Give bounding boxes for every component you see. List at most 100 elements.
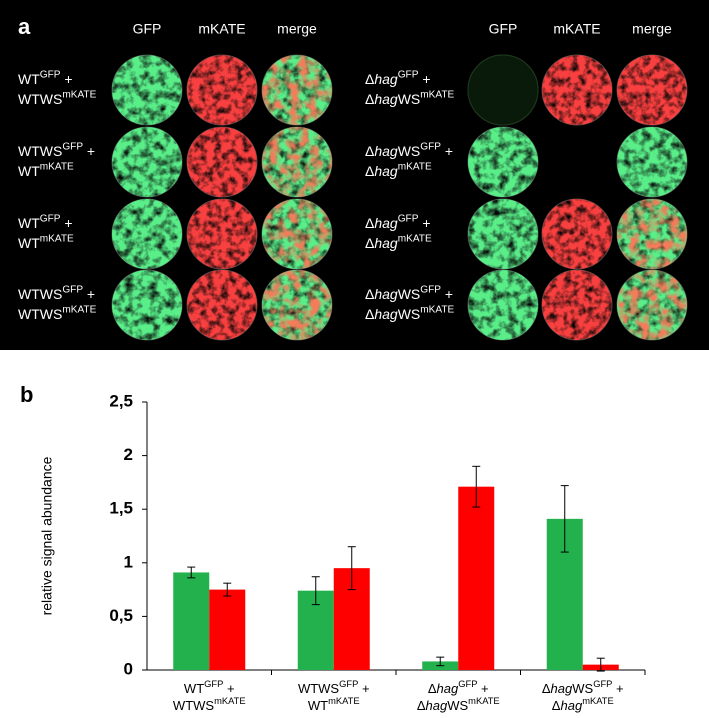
- label-segment: hag: [437, 681, 459, 696]
- label-segment: mKATE: [582, 697, 614, 707]
- well-image: [617, 199, 687, 269]
- row-label: WTGFP +: [18, 213, 73, 230]
- label-segment: WT: [184, 681, 204, 696]
- bar: [458, 486, 495, 670]
- y-tick-label: 1,5: [109, 499, 133, 518]
- label-segment: WS: [398, 286, 421, 302]
- row-label: ΔhagWSmKATE: [365, 89, 455, 106]
- x-tick-label: ΔhagWSGFP +: [542, 680, 624, 697]
- well-image: [468, 127, 538, 197]
- column-header: GFP: [133, 21, 162, 37]
- label-segment: Δ: [365, 163, 374, 179]
- column-header: mKATE: [198, 21, 245, 37]
- label-segment: +: [477, 681, 488, 696]
- row-label: ΔhagWSGFP +: [365, 284, 453, 301]
- label-segment: WS: [447, 698, 468, 713]
- x-tick-label: WTWSmKATE: [173, 697, 246, 713]
- label-segment: mKATE: [40, 233, 74, 244]
- label-segment: Δ: [365, 71, 374, 87]
- y-tick-label: 0,5: [109, 606, 133, 625]
- label-segment: Δ: [365, 306, 374, 322]
- label-segment: GFP: [398, 213, 419, 224]
- well-image: [112, 127, 182, 197]
- well-image: [187, 270, 257, 340]
- label-segment: +: [83, 143, 95, 159]
- label-segment: WT: [308, 698, 328, 713]
- label-segment: WT: [18, 163, 40, 179]
- column-header: merge: [277, 21, 317, 37]
- label-segment: hag: [374, 91, 398, 107]
- row-label: ΔhagGFP +: [365, 69, 431, 86]
- well-image: [187, 127, 257, 197]
- label-segment: WS: [398, 91, 421, 107]
- well-image: [468, 270, 538, 340]
- well-image: [112, 199, 182, 269]
- row-label: ΔhagWSmKATE: [365, 304, 455, 321]
- label-segment: WTWS: [298, 681, 339, 696]
- label-segment: hag: [426, 698, 448, 713]
- y-tick-label: 2: [124, 445, 133, 464]
- x-tick-label: WTWSGFP +: [298, 680, 370, 697]
- row-label: WTWSmKATE: [18, 304, 97, 321]
- label-segment: +: [223, 681, 234, 696]
- well-image: [468, 199, 538, 269]
- label-segment: WTWS: [18, 91, 62, 107]
- row-label: ΔhagmKATE: [365, 233, 432, 250]
- label-segment: Δ: [365, 215, 374, 231]
- row-label: WTmKATE: [18, 233, 74, 250]
- label-segment: GFP: [420, 141, 441, 152]
- row-label: ΔhagWSGFP +: [365, 141, 453, 158]
- label-segment: +: [441, 143, 453, 159]
- label-segment: Δ: [365, 286, 374, 302]
- row-label: WTGFP +: [18, 69, 73, 86]
- label-segment: WT: [18, 71, 40, 87]
- label-segment: WS: [572, 681, 593, 696]
- label-segment: WTWS: [18, 306, 62, 322]
- row-label: ΔhagGFP +: [365, 213, 431, 230]
- label-segment: mKATE: [420, 304, 454, 315]
- row-label: ΔhagmKATE: [365, 161, 432, 178]
- label-segment: WTWS: [18, 286, 62, 302]
- label-segment: GFP: [40, 213, 61, 224]
- label-segment: mKATE: [398, 233, 432, 244]
- label-segment: WTWS: [173, 698, 214, 713]
- x-tick-label: WTGFP +: [184, 680, 235, 697]
- x-tick-label: ΔhagmKATE: [552, 697, 614, 713]
- x-tick-label: ΔhagGFP +: [428, 680, 489, 697]
- well-image: [542, 199, 612, 269]
- label-segment: WT: [18, 235, 40, 251]
- well-image: [617, 270, 687, 340]
- label-segment: WS: [398, 306, 421, 322]
- panel-label: b: [20, 382, 33, 407]
- well-image: [617, 127, 687, 197]
- well-image: [617, 55, 687, 125]
- bar: [173, 572, 210, 670]
- label-segment: GFP: [40, 69, 61, 80]
- y-tick-label: 2,5: [109, 391, 133, 410]
- well-image: [187, 55, 257, 125]
- label-segment: GFP: [62, 284, 83, 295]
- label-segment: hag: [374, 71, 398, 87]
- label-segment: hag: [374, 235, 398, 251]
- well-image: [262, 199, 332, 269]
- label-segment: +: [60, 215, 72, 231]
- label-segment: mKATE: [398, 161, 432, 172]
- label-segment: Δ: [365, 235, 374, 251]
- label-segment: +: [60, 71, 72, 87]
- label-segment: GFP: [398, 69, 419, 80]
- label-segment: GFP: [420, 284, 441, 295]
- label-segment: hag: [374, 306, 398, 322]
- label-segment: WS: [398, 143, 421, 159]
- label-segment: GFP: [593, 680, 612, 690]
- row-label: WTWSmKATE: [18, 89, 97, 106]
- label-segment: Δ: [365, 143, 374, 159]
- label-segment: GFP: [458, 680, 477, 690]
- label-segment: +: [612, 681, 623, 696]
- label-segment: mKATE: [468, 697, 500, 707]
- well-image: [262, 270, 332, 340]
- label-segment: mKATE: [62, 89, 96, 100]
- label-segment: mKATE: [40, 161, 74, 172]
- label-segment: GFP: [62, 141, 83, 152]
- column-header: merge: [632, 21, 672, 37]
